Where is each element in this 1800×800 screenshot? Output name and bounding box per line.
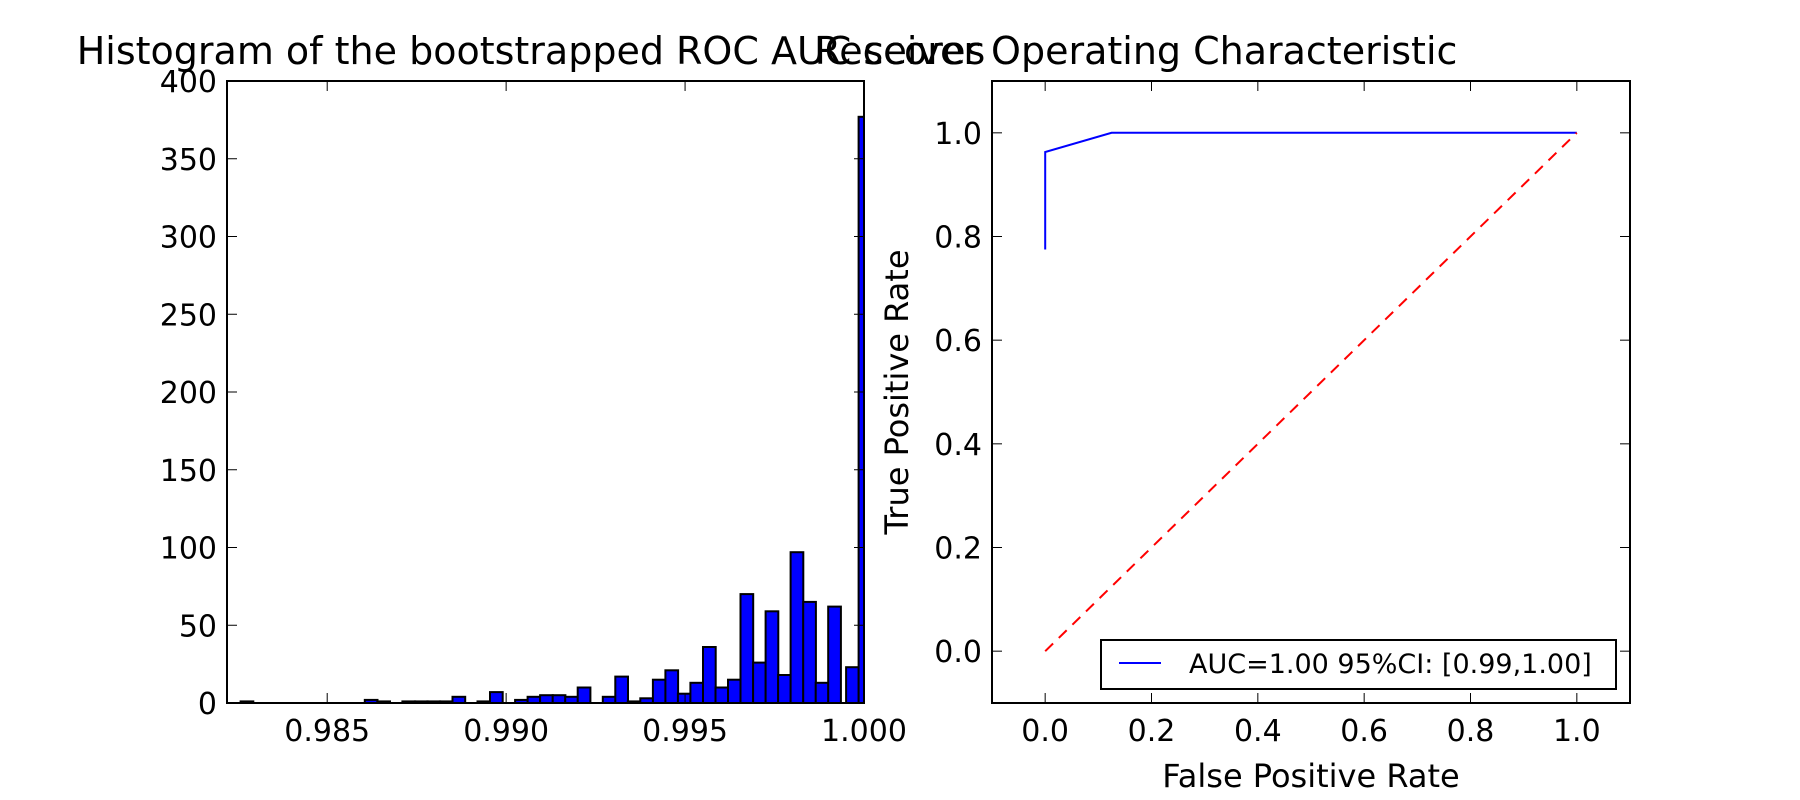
histogram-xtick-label: 1.000 <box>821 714 907 749</box>
roc-xlabel: False Positive Rate <box>1162 757 1459 795</box>
roc-chance-line <box>1044 132 1578 652</box>
roc-ytick-label: 0.0 <box>934 635 982 670</box>
histogram-bar <box>676 692 692 705</box>
roc-ytick-label: 1.0 <box>934 117 982 152</box>
histogram-bar <box>664 669 680 704</box>
histogram-title: Histogram of the bootstrapped ROC AUC sc… <box>77 29 986 73</box>
histogram-ytick-label: 250 <box>160 298 217 333</box>
histogram-ticks: 0.985 0.990 0.995 1.000 0 50 100 150 200 250 300 35… <box>160 65 907 749</box>
histogram-bar <box>752 661 767 704</box>
roc-title: Receiver Operating Characteristic <box>815 29 1458 73</box>
histogram-bar <box>764 610 780 704</box>
histogram-ytick-label: 400 <box>160 65 217 100</box>
histogram-bar <box>702 646 717 704</box>
histogram-bar <box>777 674 792 704</box>
histogram-ytick-label: 50 <box>179 609 217 644</box>
roc-xtick-label: 0.4 <box>1234 714 1282 749</box>
histogram-bar <box>551 694 567 705</box>
roc-curve-line <box>1044 131 1577 250</box>
roc-ytick-label: 0.8 <box>934 221 982 256</box>
histogram-bar <box>827 605 842 704</box>
roc-xtick-label: 1.0 <box>1553 714 1601 749</box>
roc-panel: Receiver Operating Characteristic 0.0 0.2… <box>815 29 1631 795</box>
histogram-ytick-label: 100 <box>160 532 217 567</box>
histogram-bar <box>802 600 817 705</box>
histogram-bar <box>576 686 592 704</box>
histogram-bar <box>489 691 504 704</box>
roc-legend-box <box>1100 639 1617 690</box>
roc-axes-frame <box>991 80 1631 704</box>
histogram-bar <box>539 694 554 705</box>
roc-ytick-label: 0.2 <box>934 532 982 567</box>
histogram-ytick-label: 300 <box>160 221 217 256</box>
roc-ticks: 0.0 0.2 0.4 0.6 0.8 1.0 0.0 0.2 0.4 0.6 0.8 1.0 <box>934 81 1630 749</box>
roc-xtick-label: 0.2 <box>1128 714 1176 749</box>
histogram-bar <box>714 686 730 704</box>
histogram-ytick-label: 200 <box>160 376 217 411</box>
histogram-ytick-label: 150 <box>160 454 217 489</box>
roc-ytick-label: 0.6 <box>934 324 982 359</box>
histogram-bars <box>239 115 865 705</box>
histogram-bar <box>845 666 860 705</box>
histogram-bar <box>651 678 667 705</box>
roc-xtick-label: 0.0 <box>1021 714 1069 749</box>
histogram-bar <box>789 551 805 705</box>
histogram-bar <box>814 681 830 704</box>
roc-lines <box>1044 131 1578 652</box>
roc-ytick-label: 0.4 <box>934 428 982 463</box>
histogram-ytick-label: 350 <box>160 143 217 178</box>
histogram-bar <box>739 593 755 704</box>
histogram-xtick-label: 0.990 <box>463 714 549 749</box>
roc-xtick-label: 0.8 <box>1447 714 1495 749</box>
histogram-bar <box>614 675 629 704</box>
histogram-xtick-label: 0.995 <box>642 714 728 749</box>
roc-legend-label: AUC=1.00 95%CI: [0.99,1.00] <box>1189 649 1592 680</box>
histogram-panel: Histogram of the bootstrapped ROC AUC sc… <box>77 29 986 749</box>
histogram-xtick-label: 0.985 <box>284 714 370 749</box>
roc-xtick-label: 0.6 <box>1340 714 1388 749</box>
histogram-ytick-label: 0 <box>198 687 217 722</box>
roc-legend: AUC=1.00 95%CI: [0.99,1.00] <box>1100 639 1617 690</box>
histogram-bar <box>727 678 742 705</box>
histogram-bar <box>689 681 705 704</box>
histogram-axes-frame <box>226 80 865 704</box>
roc-ylabel: True Positive Rate <box>878 249 916 535</box>
